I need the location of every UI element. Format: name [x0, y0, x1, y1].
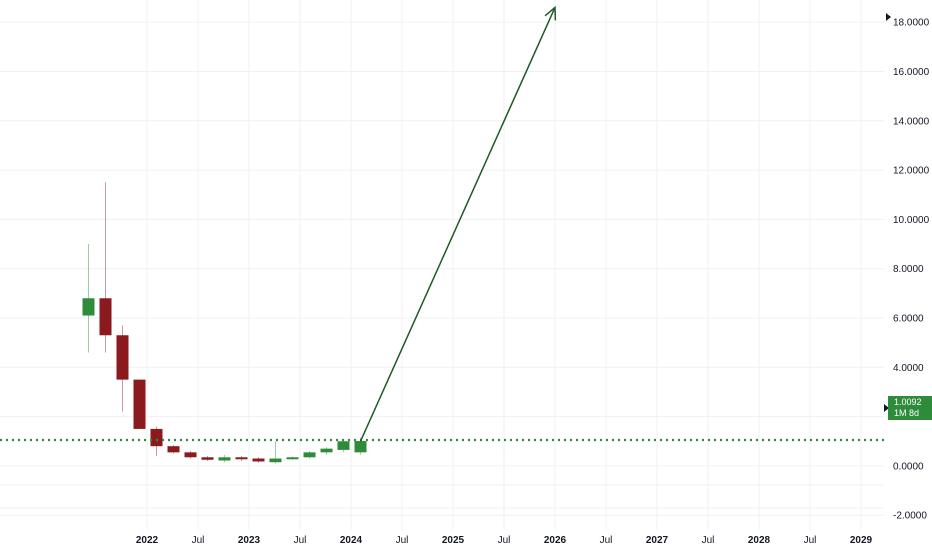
candle-body [269, 458, 282, 463]
x-tick-label: Jul [498, 535, 511, 546]
arrow-shaft [359, 7, 556, 442]
y-tick-label: 8.0000 [893, 264, 924, 275]
price-marker-icon [884, 404, 889, 412]
current-price-countdown: 1M 8d [894, 408, 920, 418]
current-price-badge: 1.0092 1M 8d [888, 396, 932, 420]
x-tick-label: 2024 [340, 535, 363, 546]
y-tick-label: 14.0000 [893, 116, 930, 127]
candle-body [167, 446, 180, 453]
x-tick-label: 2022 [136, 535, 159, 546]
time-axis[interactable]: 2022 Jul 2023 Jul 2024 Jul 2025 Jul 2026 Jul 2027 J… [136, 535, 873, 546]
x-tick-label: Jul [804, 535, 817, 546]
candle [320, 447, 333, 455]
candle-body [252, 458, 265, 462]
y-tick-label: 16.0000 [893, 67, 930, 78]
scale-marker-icon [886, 13, 891, 21]
x-tick-label: 2023 [238, 535, 261, 546]
x-tick-label: Jul [600, 535, 613, 546]
candle-body [99, 298, 112, 336]
y-tick-label: 18.0000 [893, 18, 930, 29]
projection-arrow [359, 5, 557, 442]
candle-body [184, 452, 197, 458]
y-tick-label: 6.0000 [893, 314, 924, 325]
candle-body [150, 428, 163, 447]
x-tick-label: Jul [294, 535, 307, 546]
x-tick-label: 2027 [646, 535, 669, 546]
x-tick-label: Jul [396, 535, 409, 546]
candle [201, 456, 214, 461]
candle-body [320, 448, 333, 453]
candle [133, 379, 146, 429]
candle-body [82, 298, 95, 316]
candle [269, 441, 282, 464]
candle-body [116, 335, 129, 380]
arrow-head-icon [544, 5, 557, 21]
candle [218, 454, 231, 463]
y-tick-label: 12.0000 [893, 166, 930, 177]
x-tick-label: Jul [192, 535, 205, 546]
price-axis[interactable]: 18.0000 16.0000 14.0000 12.0000 10.0000 8.000… [893, 18, 930, 522]
candle [252, 457, 265, 463]
y-tick-label: -2.0000 [893, 511, 927, 522]
candle [337, 440, 350, 453]
y-tick-label: 4.0000 [893, 363, 924, 374]
candles-layer [82, 182, 367, 464]
candle [235, 456, 248, 461]
candle [286, 456, 299, 460]
candle-body [337, 441, 350, 450]
candle-body [218, 457, 231, 461]
candle [184, 451, 197, 459]
candle [167, 444, 180, 454]
x-tick-label: Jul [702, 535, 715, 546]
x-tick-label: 2026 [544, 535, 567, 546]
candle [116, 325, 129, 412]
candle [303, 451, 316, 459]
candle-body [133, 379, 146, 429]
candle [82, 244, 95, 353]
candle-body [286, 457, 299, 460]
candle-body [235, 457, 248, 460]
x-tick-label: 2028 [748, 535, 771, 546]
x-tick-label: 2029 [850, 535, 873, 546]
current-price-value: 1.0092 [894, 397, 922, 407]
candle-body [201, 457, 214, 460]
candle-body [303, 452, 316, 458]
grid-lines [0, 0, 884, 530]
x-tick-label: 2025 [442, 535, 465, 546]
candle [150, 426, 163, 457]
y-tick-label: 10.0000 [893, 215, 930, 226]
candle-body [354, 441, 367, 453]
candle [99, 182, 112, 353]
y-tick-label: 0.0000 [893, 461, 924, 472]
